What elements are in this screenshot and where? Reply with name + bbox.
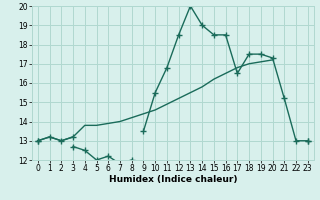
- X-axis label: Humidex (Indice chaleur): Humidex (Indice chaleur): [108, 175, 237, 184]
